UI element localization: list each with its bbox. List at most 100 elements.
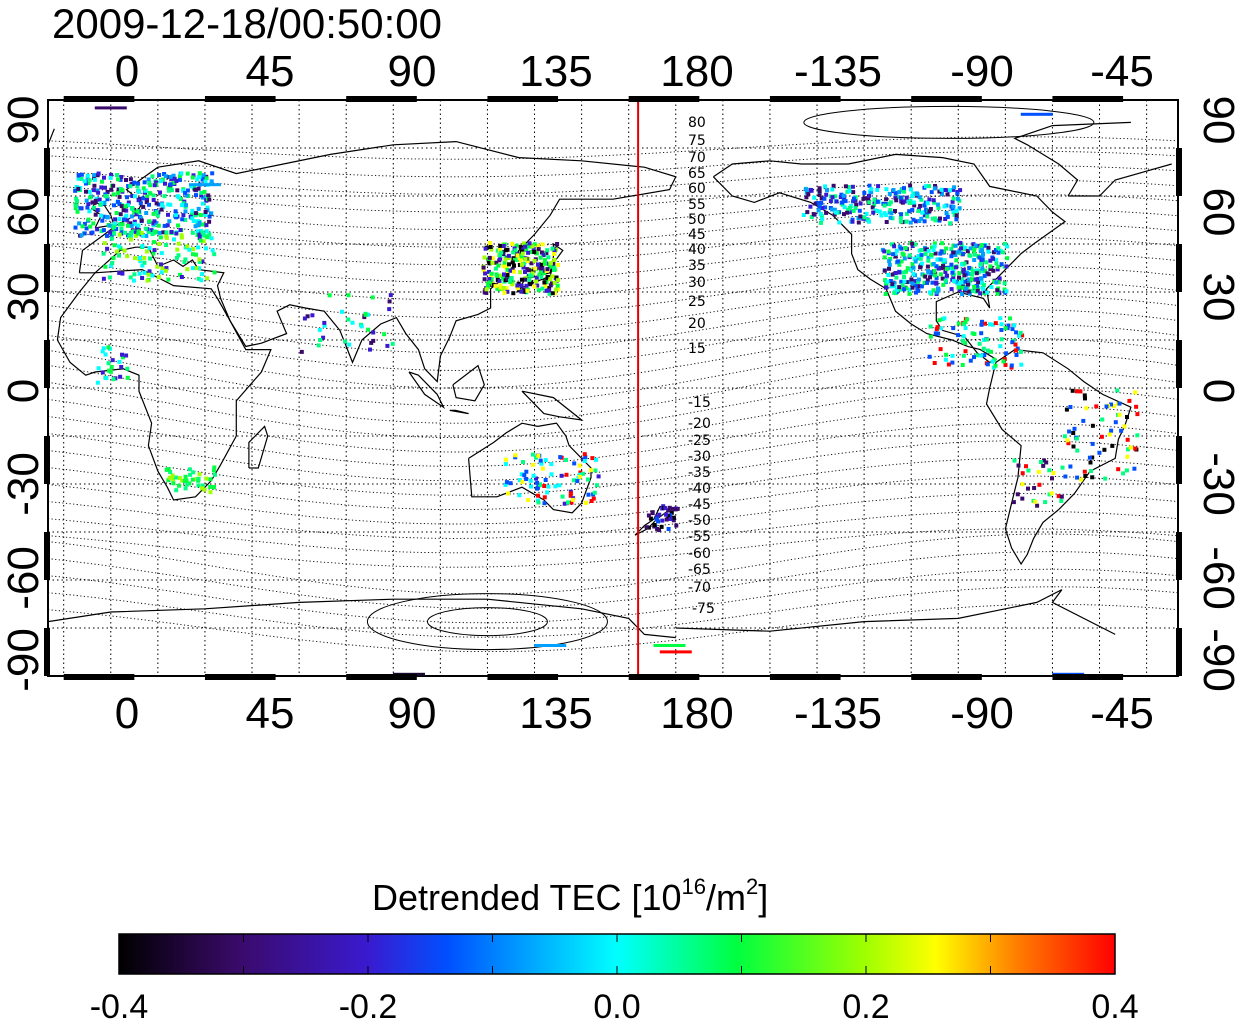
tec-observation-point xyxy=(951,210,956,215)
tec-observation-point xyxy=(531,473,536,478)
tec-observation-point xyxy=(156,275,161,280)
tec-observation-point xyxy=(843,199,848,204)
tec-observation-point xyxy=(670,506,674,511)
mlat-label: -50 xyxy=(688,513,711,529)
tec-observation-point xyxy=(934,327,939,332)
tec-observation-point xyxy=(165,223,170,228)
tec-observation-point xyxy=(111,183,116,188)
tec-observation-point xyxy=(139,231,144,235)
tec-observation-point xyxy=(888,279,893,283)
tec-observation-point xyxy=(900,283,905,288)
tec-observation-point xyxy=(575,479,580,484)
tec-observation-point xyxy=(132,180,137,185)
tec-observation-point xyxy=(673,507,678,512)
tec-observation-point xyxy=(200,483,205,488)
tec-observation-point xyxy=(1087,455,1092,460)
tec-observation-point xyxy=(980,266,985,271)
tec-observation-point xyxy=(917,195,922,200)
tec-observation-point xyxy=(1010,340,1015,345)
tec-observation-point xyxy=(882,255,887,260)
tec-observation-point xyxy=(1102,447,1107,452)
tec-observation-point xyxy=(189,184,194,189)
tec-observation-point xyxy=(122,248,127,253)
tec-observation-point xyxy=(1020,471,1025,476)
tec-observation-point xyxy=(589,468,593,473)
tec-observation-point xyxy=(582,452,587,457)
tec-observation-point xyxy=(109,172,114,177)
tec-observation-point xyxy=(884,220,889,224)
tec-observation-point xyxy=(205,276,210,281)
tec-observation-point xyxy=(1011,500,1016,505)
tec-observation-point xyxy=(536,288,541,293)
tec-observation-point xyxy=(991,256,995,261)
tec-observation-point xyxy=(593,468,598,473)
tec-observation-point xyxy=(540,262,544,267)
tec-observation-point xyxy=(521,265,526,270)
tec-observation-point xyxy=(851,190,856,195)
tec-observation-point xyxy=(918,203,923,208)
tec-observation-point xyxy=(1059,494,1064,499)
tec-observation-point xyxy=(951,187,956,192)
tec-observation-point xyxy=(136,181,141,186)
tec-observation-point xyxy=(830,195,835,200)
tec-observation-point xyxy=(824,192,829,197)
tec-observation-point xyxy=(85,173,90,178)
tec-observation-point xyxy=(119,226,124,231)
tec-observation-point xyxy=(932,244,937,249)
tec-observation-point xyxy=(544,288,549,293)
frame-tick-bar xyxy=(44,244,50,292)
tec-observation-point xyxy=(101,251,106,256)
tec-observation-point xyxy=(1005,256,1010,261)
tec-observation-point xyxy=(908,220,913,225)
top-lon-label: 45 xyxy=(246,47,295,96)
tec-observation-point xyxy=(851,208,856,213)
tec-observation-point xyxy=(910,244,915,248)
tec-observation-point xyxy=(511,250,516,255)
tec-observation-point xyxy=(547,288,552,293)
tec-observation-point xyxy=(915,192,920,197)
tec-observation-point xyxy=(943,217,948,221)
tec-observation-point xyxy=(532,242,537,247)
tec-observation-point xyxy=(892,284,897,288)
coastline xyxy=(48,589,1116,639)
tec-observation-point xyxy=(80,224,85,229)
tec-observation-point xyxy=(207,214,212,219)
tec-observation-point xyxy=(904,280,909,285)
tec-observation-point xyxy=(95,208,100,213)
tec-observation-point xyxy=(168,182,173,187)
tec-observation-point xyxy=(938,347,943,352)
tec-observation-point xyxy=(197,266,202,271)
tec-observation-point xyxy=(200,195,205,200)
tec-observation-point xyxy=(949,254,954,259)
tec-observation-point xyxy=(892,281,897,286)
tec-observation-point xyxy=(948,266,953,270)
tec-observation-point xyxy=(1042,458,1046,463)
tec-observation-point xyxy=(327,293,332,298)
tec-observation-point xyxy=(208,477,213,482)
tec-observation-point xyxy=(933,273,938,278)
tec-observation-point xyxy=(671,518,676,523)
tec-observation-point xyxy=(76,176,81,181)
tec-observation-point xyxy=(123,230,127,235)
tec-observation-point xyxy=(197,171,202,176)
tec-observation-point xyxy=(1090,455,1095,460)
tec-observation-point xyxy=(152,183,157,188)
tec-observation-point xyxy=(105,189,110,194)
tec-observation-point xyxy=(918,256,923,261)
tec-observation-point xyxy=(961,285,966,290)
mlat-label: 65 xyxy=(688,166,706,182)
tec-observation-point xyxy=(498,256,503,261)
tec-observation-point xyxy=(174,215,179,220)
tec-observation-point xyxy=(972,252,977,257)
tec-observation-point xyxy=(141,196,146,201)
tec-observation-point xyxy=(187,481,192,486)
tec-observation-point xyxy=(966,289,971,294)
tec-observation-point xyxy=(486,284,490,289)
tec-observation-point xyxy=(92,183,97,188)
tec-observation-point xyxy=(913,283,918,288)
tec-observation-point xyxy=(994,257,999,262)
mlat-contour xyxy=(48,309,1178,371)
tec-observation-point xyxy=(363,312,368,317)
tec-observation-point xyxy=(191,252,195,257)
tec-observation-point xyxy=(954,279,958,284)
